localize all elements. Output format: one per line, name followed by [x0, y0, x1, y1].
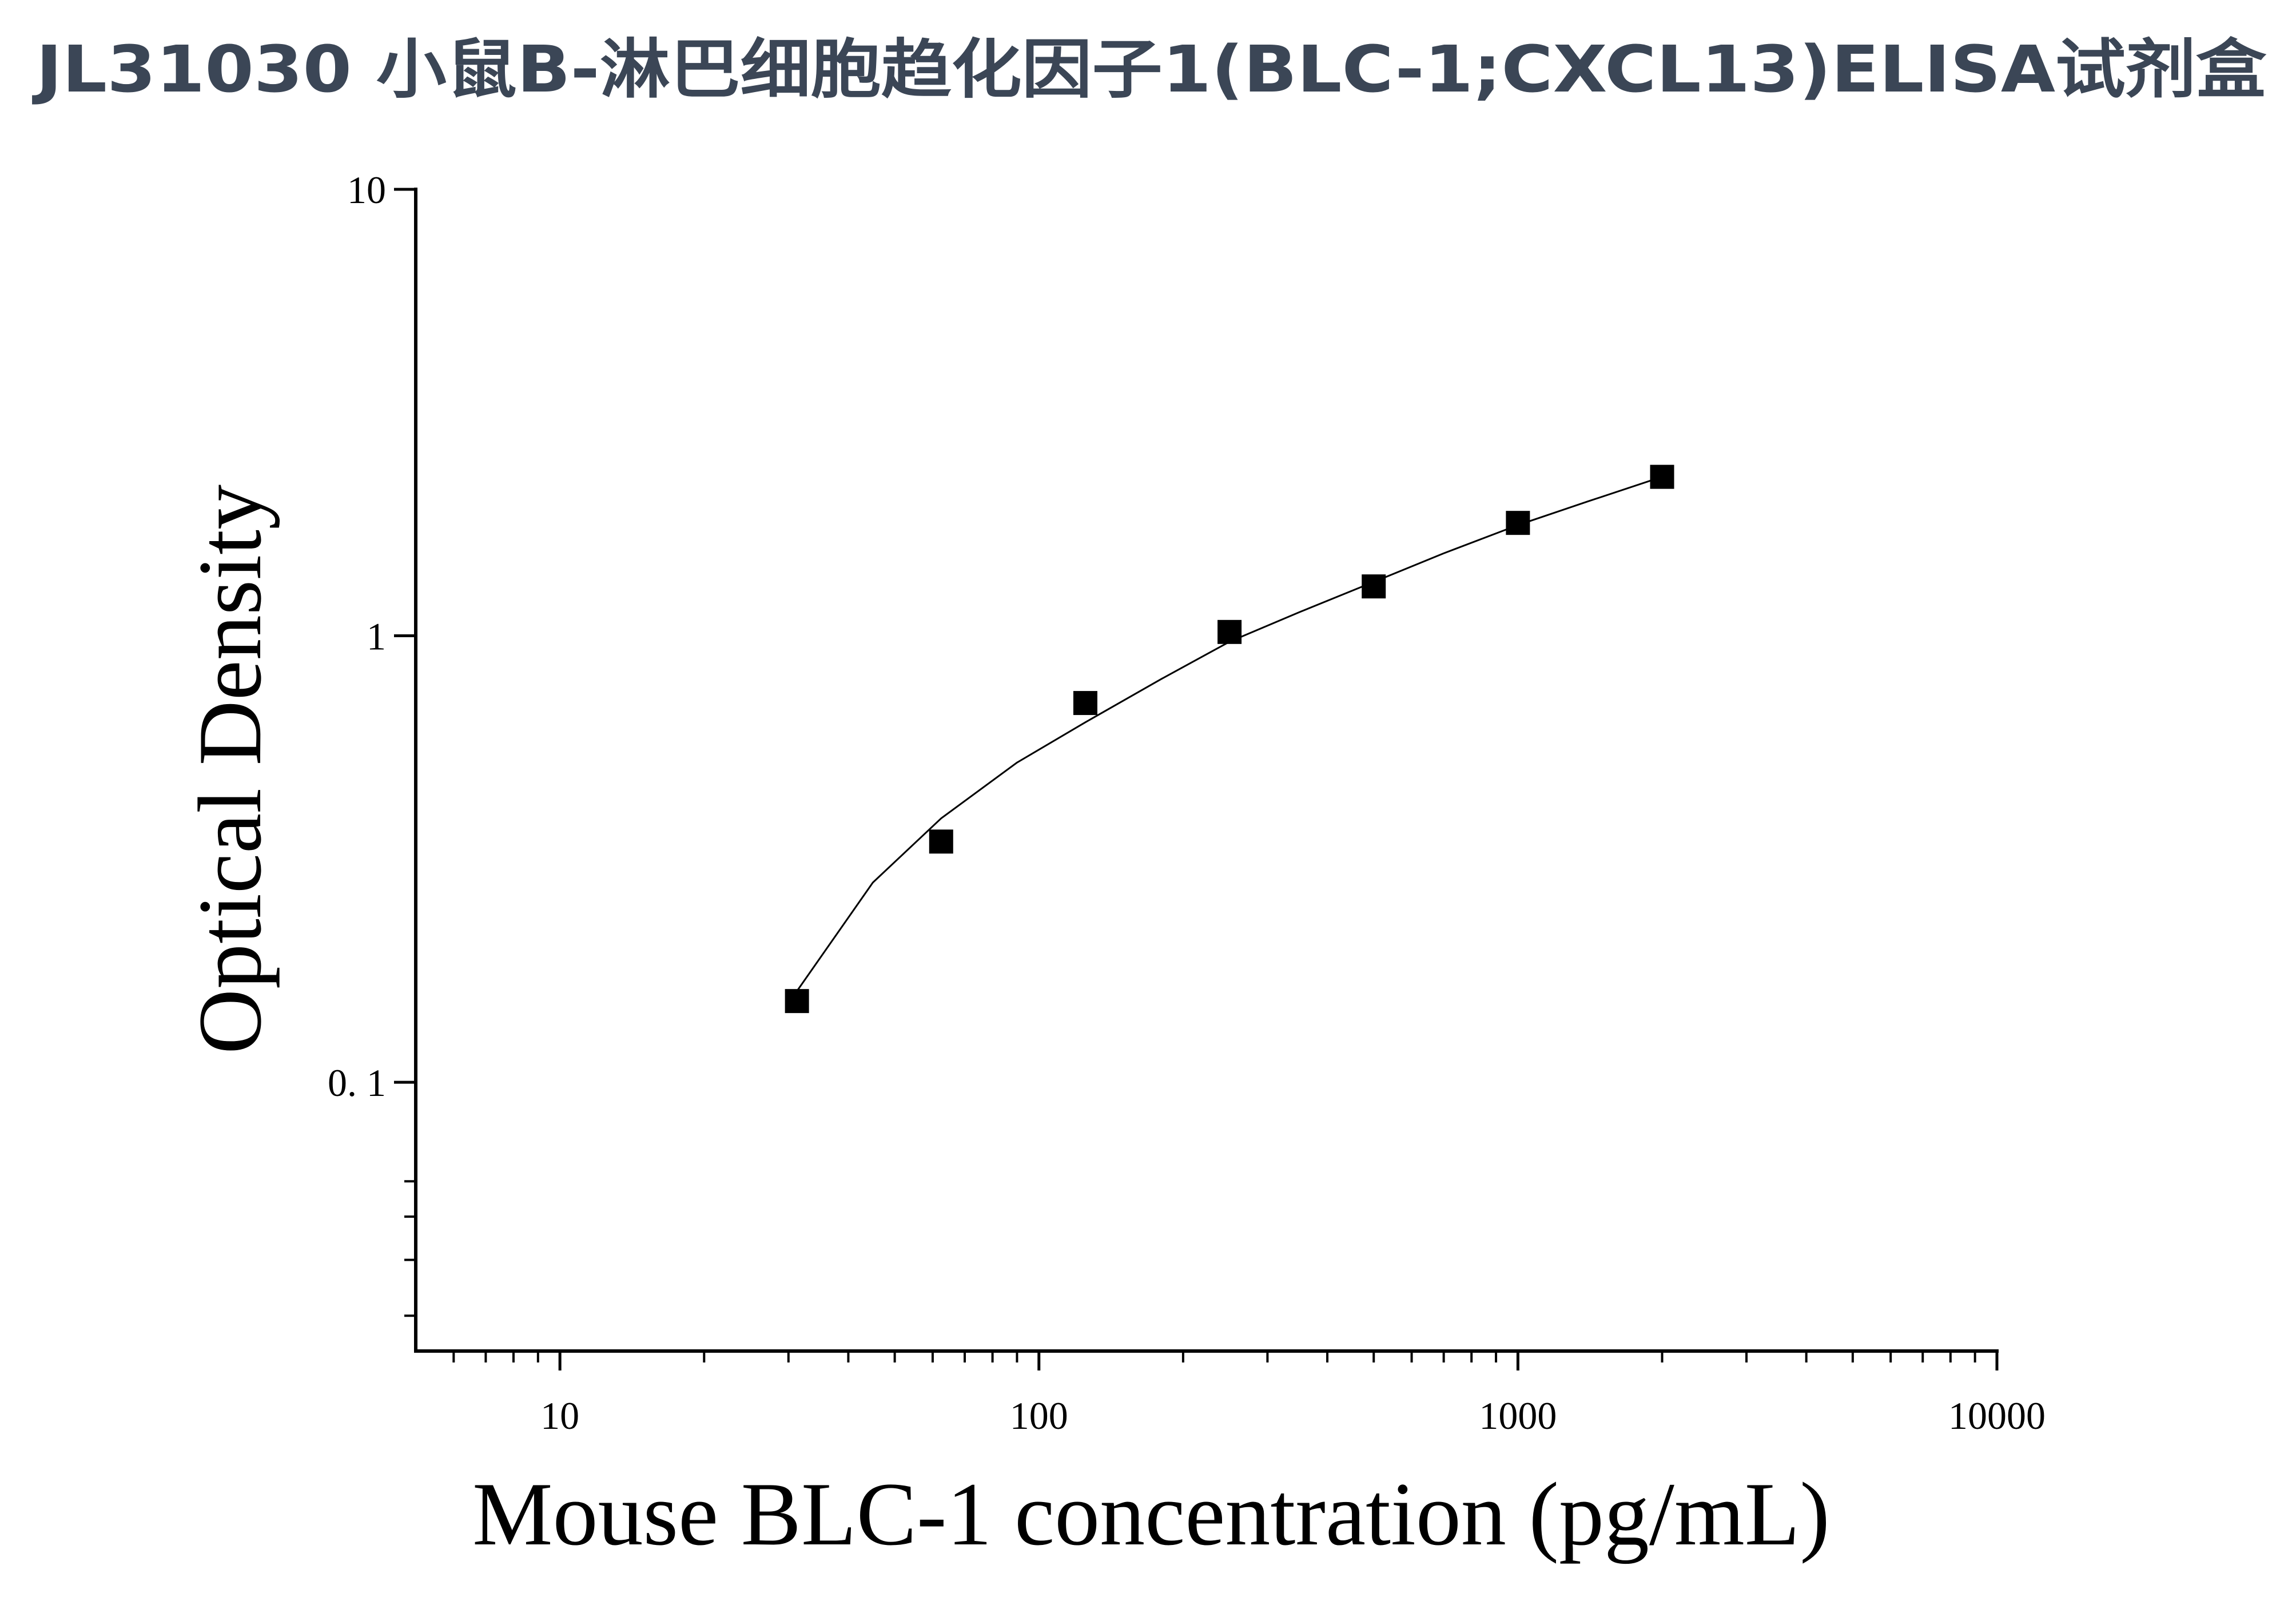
y-axis-title: Optical Density [180, 484, 280, 1054]
y-tick-label: 1 [367, 615, 386, 658]
data-point [1217, 619, 1242, 644]
y-tick-label: 10 [347, 168, 386, 212]
x-tick-label: 1000 [1479, 1394, 1557, 1437]
fit-curve [796, 476, 1662, 992]
data-point [1362, 574, 1386, 599]
chart-title: JL31030 小鼠B-淋巴细胞趋化因子1(BLC-1;CXCL13)ELISA… [31, 33, 2267, 107]
x-axis-title: Mouse BLC-1 concentration (pg/mL) [472, 1464, 1830, 1564]
x-tick-label: 100 [1010, 1394, 1068, 1437]
x-tick-label: 10 [540, 1394, 579, 1437]
data-point [1650, 464, 1674, 489]
data-point [929, 829, 953, 854]
data-point [1073, 691, 1097, 716]
y-tick-label: 0. 1 [328, 1061, 386, 1105]
data-point [1506, 511, 1530, 535]
x-tick-label: 10000 [1948, 1394, 2046, 1437]
data-point [785, 989, 809, 1014]
